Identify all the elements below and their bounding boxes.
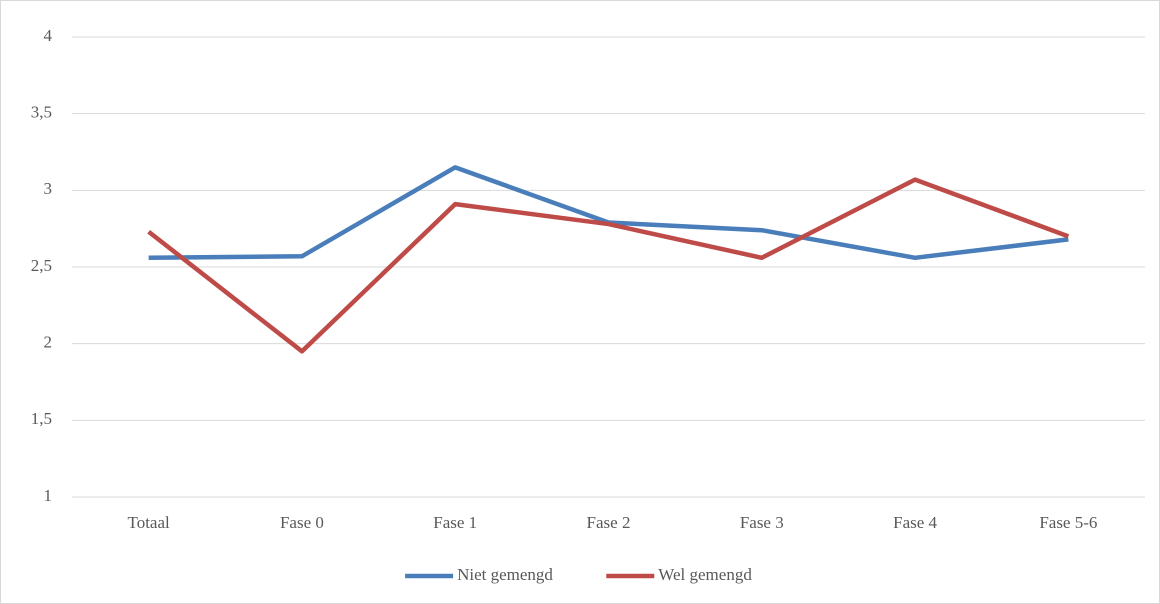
x-tick-label: Fase 4 [893,513,937,532]
y-tick-label: 1,5 [31,409,52,428]
y-tick-label: 2 [44,333,53,352]
legend-label: Niet gemengd [457,565,553,584]
x-tick-label: Totaal [128,513,171,532]
y-tick-label: 3,5 [31,103,52,122]
y-tick-label: 1 [44,486,53,505]
y-tick-label: 2,5 [31,256,52,275]
x-tick-label: Fase 5-6 [1039,513,1097,532]
legend-label: Wel gemengd [658,565,752,584]
y-tick-label: 3 [44,179,53,198]
x-tick-label: Fase 3 [740,513,784,532]
x-tick-label: Fase 0 [280,513,324,532]
x-tick-label: Fase 2 [587,513,631,532]
x-tick-label: Fase 1 [433,513,477,532]
series-line [147,177,1070,354]
y-tick-label: 4 [44,26,53,45]
